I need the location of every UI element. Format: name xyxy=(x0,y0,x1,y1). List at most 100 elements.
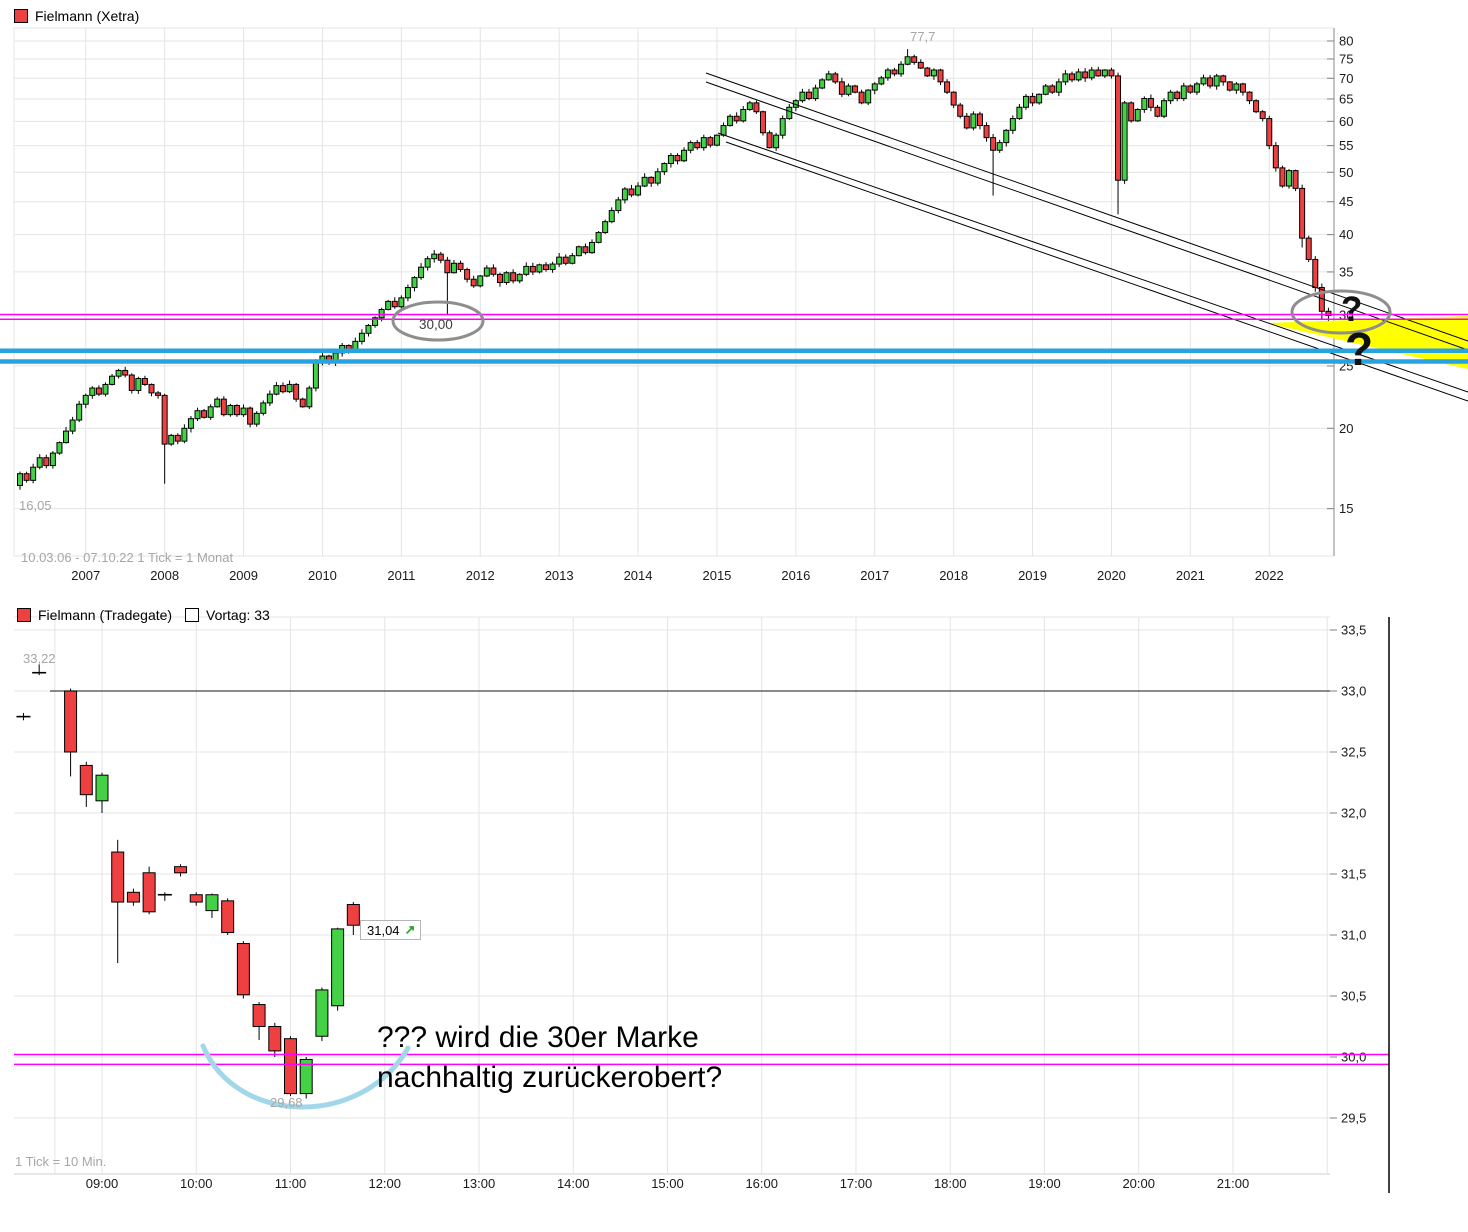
candle xyxy=(398,297,405,308)
x-axis-year-label: 2013 xyxy=(545,568,574,583)
candle xyxy=(240,407,247,416)
candle xyxy=(236,943,250,996)
y-axis-price-label: 29,5 xyxy=(1341,1111,1366,1126)
candle xyxy=(595,232,602,243)
candle xyxy=(266,393,273,404)
candle xyxy=(496,273,503,284)
candle xyxy=(1022,95,1029,108)
candle xyxy=(378,308,385,319)
x-axis-time-label: 16:00 xyxy=(745,1176,778,1191)
candle xyxy=(661,162,668,173)
candle xyxy=(911,56,918,63)
x-axis-time-label: 12:00 xyxy=(368,1176,401,1191)
candle xyxy=(1180,85,1187,100)
candle xyxy=(746,102,753,110)
vortag-legend-swatch-icon xyxy=(185,608,199,622)
candle xyxy=(372,317,379,326)
candle xyxy=(937,69,944,83)
candle xyxy=(1299,187,1306,239)
candle xyxy=(700,137,707,149)
candle xyxy=(79,764,93,796)
candle xyxy=(293,383,300,400)
y-axis-price-label: 31,0 xyxy=(1341,928,1366,943)
candle xyxy=(812,87,819,100)
y-axis-price-label: 60 xyxy=(1339,114,1353,129)
candle xyxy=(69,419,76,432)
x-axis-time-label: 17:00 xyxy=(840,1176,873,1191)
candle xyxy=(930,69,937,77)
candle xyxy=(214,398,221,408)
xetra-legend: Fielmann (Xetra) xyxy=(14,8,139,24)
candle xyxy=(1161,100,1168,117)
level-30-label: 30,00 xyxy=(419,317,453,332)
candle xyxy=(391,300,398,308)
question-mark-1: ? xyxy=(1341,290,1363,329)
candle xyxy=(549,263,556,271)
candle xyxy=(529,265,536,273)
candle xyxy=(457,262,464,271)
candle xyxy=(654,171,661,184)
candle xyxy=(1154,106,1161,117)
candle xyxy=(1259,111,1266,120)
candle xyxy=(358,332,365,342)
candle xyxy=(1009,118,1016,131)
candle xyxy=(562,256,569,264)
candle xyxy=(950,91,957,106)
candle xyxy=(470,278,477,287)
candle xyxy=(1121,102,1128,181)
x-axis-year-label: 2016 xyxy=(781,568,810,583)
candle xyxy=(1285,170,1292,187)
candle xyxy=(713,134,720,146)
candle xyxy=(1246,91,1253,102)
candle xyxy=(871,83,878,91)
rounding-bottom-arc xyxy=(200,1043,411,1110)
candle xyxy=(1174,91,1181,100)
candle xyxy=(865,89,872,104)
candle xyxy=(126,891,140,903)
candle xyxy=(411,277,418,289)
x-axis-year-label: 2015 xyxy=(702,568,731,583)
candle xyxy=(109,375,116,385)
candle xyxy=(189,894,203,903)
y-axis-price-label: 33,5 xyxy=(1341,623,1366,638)
candle xyxy=(82,394,89,405)
candle xyxy=(503,272,510,284)
x-axis-year-label: 2022 xyxy=(1255,568,1284,583)
candle xyxy=(1082,71,1089,79)
candle xyxy=(141,378,148,385)
x-axis-year-label: 2008 xyxy=(150,568,179,583)
candle xyxy=(1305,237,1312,260)
candle xyxy=(102,383,109,395)
x-axis-year-label: 2011 xyxy=(387,568,415,583)
candle xyxy=(49,452,56,467)
candle xyxy=(1134,108,1141,122)
candle xyxy=(924,67,931,77)
candle xyxy=(95,774,109,802)
question-mark-2: ? xyxy=(1345,323,1374,375)
candle xyxy=(569,255,576,264)
candle xyxy=(220,398,227,416)
candle xyxy=(917,61,924,69)
candle xyxy=(299,398,306,408)
annotation-line-2: nachhaltig zurückerobert? xyxy=(377,1061,723,1094)
candle xyxy=(957,104,964,117)
candle xyxy=(1200,77,1207,85)
xetra-high-label: 77,7 xyxy=(910,29,936,44)
candle xyxy=(315,989,329,1037)
xetra-legend-label: Fielmann (Xetra) xyxy=(35,8,140,24)
vortag-legend-label: Vortag: 33 xyxy=(206,607,270,623)
candle xyxy=(1207,77,1214,87)
trend-channel-line xyxy=(705,72,1468,342)
candle xyxy=(227,404,234,416)
candle xyxy=(858,91,865,104)
candle xyxy=(1187,85,1194,93)
candle xyxy=(43,457,50,467)
annotation-line-1: ??? wird die 30er Marke xyxy=(377,1021,699,1054)
candle xyxy=(385,300,392,310)
candle xyxy=(280,385,286,393)
candle xyxy=(346,904,360,926)
candle xyxy=(161,394,168,445)
candle xyxy=(95,387,102,395)
last-price-marker: 31,04 ↗ xyxy=(360,920,422,940)
candle xyxy=(733,115,740,122)
